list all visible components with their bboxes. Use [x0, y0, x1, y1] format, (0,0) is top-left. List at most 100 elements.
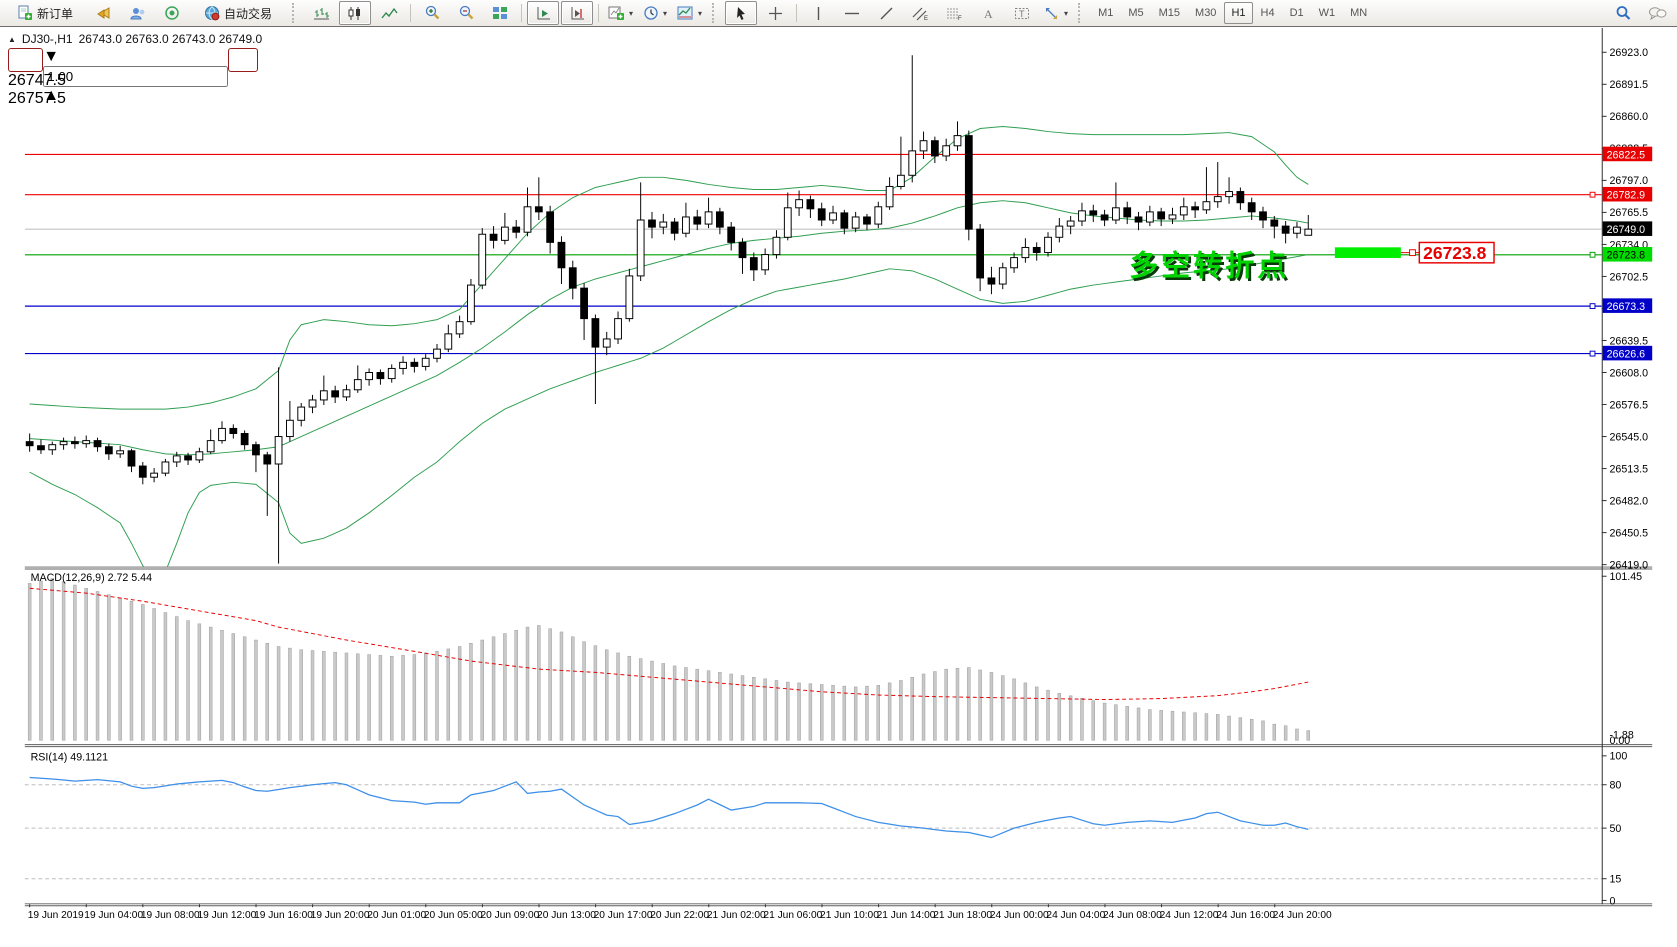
candle-body	[648, 219, 656, 228]
webinar-button[interactable]	[156, 1, 188, 25]
template-icon	[677, 6, 693, 19]
macd-scale-zero: 0.00	[1610, 735, 1631, 747]
bid-price-display[interactable]: 26747.5	[8, 72, 232, 90]
macd-histogram-bar	[27, 583, 32, 741]
auto-scroll-button[interactable]	[527, 1, 559, 25]
time-tick-label: 20 Jun 22:00	[650, 910, 709, 921]
macd-histogram-bar	[50, 578, 54, 741]
hline-anchor[interactable]	[1589, 191, 1596, 198]
hline-price-label: 26782.9	[1607, 190, 1646, 202]
tile-windows-button[interactable]	[484, 1, 516, 25]
macd-histogram-bar	[231, 633, 236, 741]
candle-body	[1078, 210, 1086, 222]
chart-background	[24, 28, 1653, 920]
search-icon	[1616, 6, 1630, 20]
chart-canvas[interactable]: 26923.026891.526860.026828.526797.026765…	[0, 28, 1677, 947]
hline-anchor[interactable]	[1589, 350, 1596, 357]
vertical-line-button[interactable]	[802, 1, 834, 25]
autotrade-button[interactable]: 自动交易	[190, 1, 286, 25]
candle-body	[953, 135, 962, 147]
toolbar-grip	[712, 3, 719, 23]
volume-decrease-button[interactable]: ▼	[43, 48, 60, 65]
search-button[interactable]	[1607, 1, 1639, 25]
chart-shift-button[interactable]	[561, 1, 593, 25]
macd-histogram-bar	[163, 612, 168, 741]
ask-main-digits: 26757	[8, 90, 53, 107]
clock-icon	[644, 6, 658, 20]
sell-button[interactable]: SELL	[8, 48, 44, 72]
macd-scale-min: -1.88	[1610, 729, 1634, 741]
hline-anchor[interactable]	[1589, 303, 1596, 310]
periods-button[interactable]: ▾	[639, 1, 671, 25]
cursor-button[interactable]	[725, 1, 758, 25]
timeframe-mn-button[interactable]: MN	[1350, 7, 1368, 19]
macd-histogram-bar	[457, 646, 462, 741]
time-tick-label: 19 Jun 2019	[28, 910, 84, 921]
crosshair-icon	[768, 6, 782, 20]
timeframe-d1-button[interactable]: D1	[1289, 7, 1304, 19]
price-tag-anchor[interactable]	[1409, 249, 1416, 257]
macd-histogram-bar	[276, 646, 281, 741]
timeframe-h1-button[interactable]: H1	[1224, 2, 1253, 24]
candle-body	[229, 427, 238, 434]
buy-button[interactable]: BUY	[228, 48, 258, 72]
candle-body	[240, 433, 249, 446]
news-button[interactable]	[88, 1, 120, 25]
candle-body	[48, 444, 57, 451]
price-tick-label: 26513.5	[1610, 463, 1649, 475]
timeframe-m5-button[interactable]: M5	[1128, 7, 1144, 19]
highlight-zone-box[interactable]	[1334, 247, 1401, 258]
crosshair-button[interactable]	[759, 1, 791, 25]
candlestick-chart-button[interactable]	[339, 1, 371, 25]
candle-body	[614, 318, 622, 340]
timeframe-m15-button[interactable]: M15	[1158, 7, 1181, 19]
timeframe-w1-button[interactable]: W1	[1318, 7, 1336, 19]
volume-input[interactable]	[43, 66, 229, 87]
candle-body	[840, 212, 849, 229]
macd-histogram-bar	[1012, 678, 1016, 741]
macd-histogram-bar	[469, 643, 473, 741]
timeframe-m30-button[interactable]: M30	[1195, 7, 1217, 19]
line-chart-button[interactable]	[373, 1, 405, 25]
collapse-panel-icon[interactable]: ▲	[8, 34, 16, 44]
community-button[interactable]	[122, 1, 154, 25]
time-tick-label: 21 Jun 06:00	[763, 910, 822, 921]
fibonacci-button[interactable]: F	[938, 1, 970, 25]
horizontal-line-button[interactable]	[836, 1, 868, 25]
macd-histogram-bar	[933, 671, 937, 741]
zoom-in-button[interactable]	[416, 1, 448, 25]
dropdown-caret: ▾	[663, 8, 668, 18]
macd-histogram-bar	[1204, 713, 1209, 741]
new-order-label: 新订单	[36, 6, 73, 21]
svg-text:F: F	[958, 16, 962, 21]
chart-window: 26923.026891.526860.026828.526797.026765…	[0, 28, 1677, 947]
text-button[interactable]: A	[972, 1, 1004, 25]
volume-increase-button[interactable]: ▲	[43, 87, 60, 104]
bar-chart-button[interactable]	[305, 1, 337, 25]
annotation-text[interactable]: 多空转折点	[1129, 248, 1289, 282]
hline-anchor[interactable]	[1589, 251, 1596, 258]
dropdown-caret: ▾	[698, 8, 703, 18]
new-order-button[interactable]: 新订单	[4, 1, 86, 25]
indicators-button[interactable]: ▾	[604, 1, 637, 25]
zoom-in-icon	[425, 5, 439, 20]
text-label-button[interactable]: T	[1006, 1, 1038, 25]
ohlc-values: 26743.0 26763.0 26743.0 26749.0	[78, 32, 263, 46]
price-tag-box[interactable]	[1418, 241, 1495, 264]
ask-price-display[interactable]: 26757.5	[8, 90, 232, 108]
timeframe-h4-button[interactable]: H4	[1260, 7, 1275, 19]
timeframe-m1-button[interactable]: M1	[1098, 7, 1114, 19]
ask-big-digits: .5	[52, 90, 66, 107]
macd-histogram-bar	[1193, 712, 1197, 741]
chat-button[interactable]	[1641, 1, 1673, 25]
shapes-button[interactable]: ▾	[1040, 1, 1072, 25]
time-tick-label: 24 Jun 00:00	[990, 910, 1049, 921]
macd-histogram-bar	[141, 604, 145, 741]
macd-histogram-bar	[152, 608, 156, 741]
channel-button[interactable]: E	[904, 1, 936, 25]
trendline-button[interactable]	[870, 1, 902, 25]
templates-button[interactable]: ▾	[673, 1, 706, 25]
candle-body	[1100, 214, 1109, 221]
zoom-out-button[interactable]	[450, 1, 482, 25]
